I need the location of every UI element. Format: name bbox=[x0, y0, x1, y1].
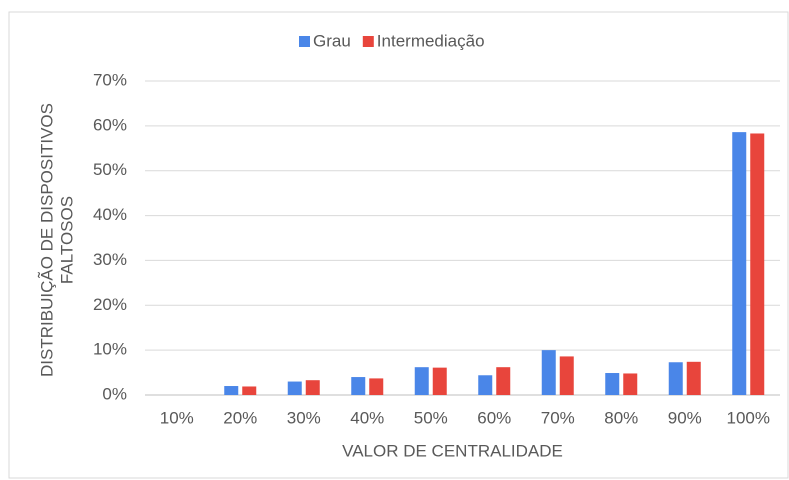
y-axis-title: DISTRIBUIÇÃO DE DISPOSITIVOS bbox=[37, 103, 56, 377]
bar bbox=[351, 377, 366, 395]
bar bbox=[496, 367, 511, 395]
bar bbox=[605, 373, 620, 395]
legend-swatch bbox=[299, 36, 310, 47]
bar bbox=[242, 386, 257, 395]
bar bbox=[224, 386, 239, 395]
x-tick-label: 100% bbox=[727, 408, 770, 427]
x-tick-label: 70% bbox=[541, 408, 575, 427]
bar bbox=[668, 362, 683, 395]
y-axis-title: FALTOSOS bbox=[57, 196, 76, 284]
chart-border bbox=[8, 11, 789, 479]
legend-label: Intermediação bbox=[377, 31, 485, 50]
legend-swatch bbox=[362, 36, 374, 47]
x-tick-label: 80% bbox=[604, 408, 638, 427]
x-axis-title: VALOR DE CENTRALIDADE bbox=[342, 441, 563, 460]
bar bbox=[559, 356, 574, 395]
bar bbox=[414, 367, 429, 395]
bar bbox=[305, 380, 320, 395]
bar bbox=[432, 367, 447, 395]
x-tick-label: 30% bbox=[287, 408, 321, 427]
bar bbox=[541, 350, 556, 395]
bar bbox=[287, 381, 302, 395]
x-tick-label: 20% bbox=[223, 408, 257, 427]
x-tick-label: 50% bbox=[414, 408, 448, 427]
bar bbox=[478, 375, 493, 395]
bar bbox=[623, 373, 638, 395]
y-tick-label: 40% bbox=[93, 205, 127, 224]
x-tick-label: 60% bbox=[477, 408, 511, 427]
y-tick-label: 10% bbox=[93, 340, 127, 359]
bar bbox=[750, 133, 765, 396]
y-tick-label: 70% bbox=[93, 70, 127, 89]
y-tick-label: 30% bbox=[93, 250, 127, 269]
bar bbox=[732, 132, 747, 395]
y-tick-label: 0% bbox=[102, 384, 127, 403]
legend-label: Grau bbox=[313, 31, 351, 50]
bar bbox=[686, 361, 701, 395]
y-tick-label: 20% bbox=[93, 295, 127, 314]
x-tick-label: 90% bbox=[668, 408, 702, 427]
bar bbox=[369, 378, 384, 395]
x-tick-label: 40% bbox=[350, 408, 384, 427]
y-tick-label: 50% bbox=[93, 160, 127, 179]
x-tick-label: 10% bbox=[160, 408, 194, 427]
y-tick-label: 60% bbox=[93, 115, 127, 134]
